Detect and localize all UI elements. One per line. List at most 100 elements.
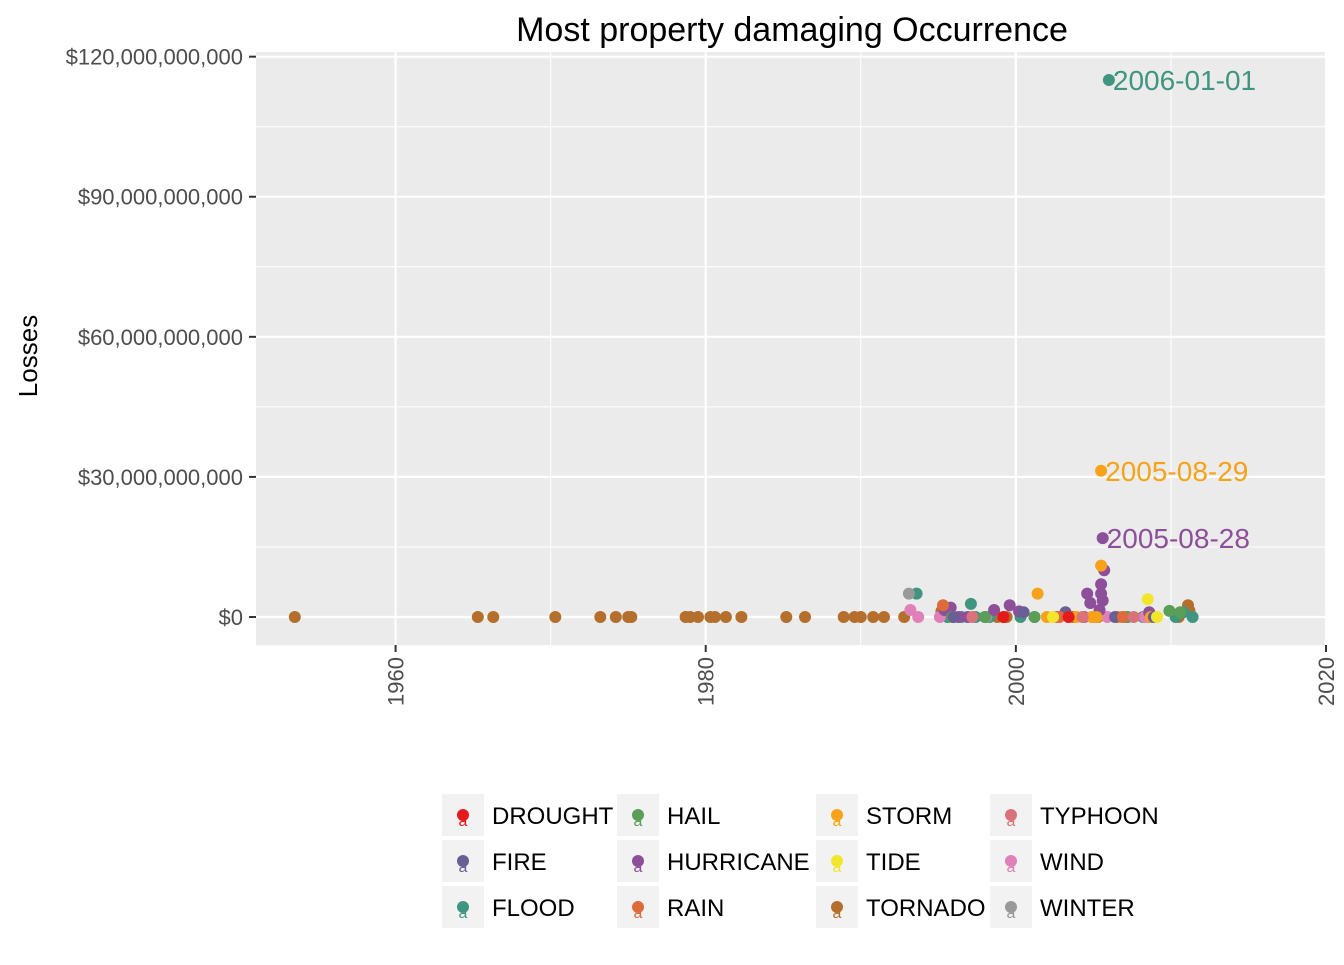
data-point [1151,611,1163,623]
data-point [1047,611,1060,623]
data-point [709,611,721,623]
data-point [719,611,732,623]
data-point [878,611,890,623]
legend-label: STORM [866,803,952,830]
data-point [625,611,638,623]
y-axis: $0 $30,000,000,000 $60,000,000,000 $90,000,… [66,45,256,630]
legend-label: TIDE [866,849,921,876]
data-point [471,611,484,623]
legend-label: TYPHOON [1040,803,1159,830]
point-annotations: 2006-01-01 2005-08-29 2005-08-28 [1105,65,1256,554]
legend-glyph: a [634,859,643,876]
data-point [997,611,1010,623]
legend-glyph: a [1007,859,1016,876]
legend-label: TORNADO [866,895,986,922]
legend-glyph: a [833,859,842,876]
legend-item-winter: a WINTER [990,886,1135,928]
legend-item-fire: a FIRE [442,840,547,882]
y-tick-label: $0 [219,605,243,630]
legend-glyph: a [1007,905,1016,922]
legend-item-rain: a RAIN [617,886,724,928]
legend-point [831,855,843,867]
legend-point [457,855,469,867]
x-tick-label: 1960 [384,657,409,706]
legend-glyph: a [833,905,842,922]
x-tick-label: 2000 [1004,657,1029,706]
annotation-label: 2005-08-28 [1107,523,1250,554]
x-axis: 1960 1980 2000 2020 [384,645,1339,706]
data-point [1017,606,1030,619]
y-tick-label: $30,000,000,000 [78,465,243,490]
data-point [904,604,917,616]
plot-panel [256,52,1326,645]
data-point [1174,606,1187,619]
y-tick-label: $60,000,000,000 [78,325,243,350]
legend-point [1005,855,1017,867]
legend-label: WIND [1040,849,1104,876]
series-tide [1047,593,1163,623]
data-point [1127,611,1140,623]
series-typhoon [966,611,1140,623]
legend-glyph: a [459,813,468,830]
data-points [288,74,1199,623]
legend-point [457,809,469,821]
data-point [1163,604,1176,617]
legend-item-storm: a STORM [816,794,952,836]
legend-glyph: a [833,813,842,830]
legend-item-typhoon: a TYPHOON [990,794,1159,836]
data-point [609,611,622,623]
y-axis-title: Losses [13,315,43,397]
legend-point [632,809,644,821]
annotation-label: 2005-08-29 [1105,456,1248,487]
legend-glyph: a [1007,813,1016,830]
legend-item-hail: a HAIL [617,794,720,836]
legend-label: RAIN [667,895,724,922]
legend-item-drought: a DROUGHT [442,794,614,836]
legend-label: DROUGHT [492,803,614,830]
data-point [735,611,748,623]
chart-title: Most property damaging Occurrence [516,11,1068,49]
legend-glyph: a [459,859,468,876]
data-point [549,611,562,623]
legend-glyph: a [634,905,643,922]
legend-label: HURRICANE [667,849,810,876]
data-point [1186,611,1199,623]
data-point [947,611,960,623]
data-point [799,611,811,623]
annotation-label: 2006-01-01 [1113,65,1256,96]
legend-label: FLOOD [492,895,575,922]
minor-gridlines [256,52,1326,645]
data-point [966,611,979,623]
legend-item-tornado: a TORNADO [816,886,986,928]
legend-item-wind: a WIND [990,840,1104,882]
x-tick-label: 2020 [1314,657,1339,706]
data-point [837,611,850,623]
data-point [937,599,949,612]
data-point [1141,593,1154,606]
data-point [964,597,977,610]
data-point [1095,559,1108,572]
legend-point [831,901,843,913]
legend-glyph: a [634,813,643,830]
legend-point [457,901,469,913]
data-point [988,604,1001,616]
data-point [902,587,915,600]
series-drought [997,611,1075,623]
data-point [1031,587,1044,600]
data-point [594,611,607,623]
data-point [1096,532,1109,545]
legend-point [632,855,644,867]
data-point [1096,594,1109,607]
data-point [1028,611,1041,623]
data-point [1102,74,1115,86]
data-point [867,611,880,623]
legend-label: HAIL [667,803,720,830]
data-point [1081,587,1094,600]
data-point [487,611,500,623]
data-point [854,611,867,623]
legend-glyph: a [459,905,468,922]
data-point [780,611,793,623]
data-point [912,611,925,623]
